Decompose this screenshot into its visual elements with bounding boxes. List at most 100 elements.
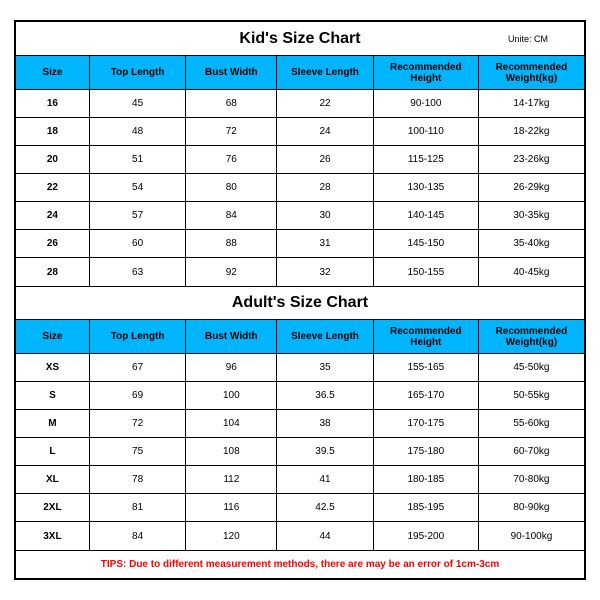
tips-row: TIPS: Due to different measurement metho… (16, 550, 584, 578)
table-cell: 39.5 (277, 438, 374, 465)
table-cell: 41 (277, 466, 374, 493)
table-row: 20517626115-12523-26kg (16, 146, 584, 174)
col-bust-width: Bust Width (186, 56, 277, 89)
table-cell: 120 (186, 522, 277, 550)
table-cell: 100 (186, 382, 277, 409)
table-cell: 140-145 (374, 202, 479, 229)
table-cell: 90-100kg (479, 522, 584, 550)
table-cell: 30-35kg (479, 202, 584, 229)
unit-label: Unite: CM (508, 34, 548, 44)
table-cell: 40-45kg (479, 258, 584, 286)
table-cell: L (16, 438, 90, 465)
table-row: 28639232150-15540-45kg (16, 258, 584, 286)
table-row: 24578430140-14530-35kg (16, 202, 584, 230)
table-cell: 22 (277, 90, 374, 117)
table-row: S6910036.5165-17050-55kg (16, 382, 584, 410)
table-cell: 35 (277, 354, 374, 381)
table-cell: 55-60kg (479, 410, 584, 437)
col-size: Size (16, 56, 90, 89)
table-row: L7510839.5175-18060-70kg (16, 438, 584, 466)
col-rec-height: Recommended Height (374, 320, 479, 353)
table-cell: 60-70kg (479, 438, 584, 465)
table-cell: 70-80kg (479, 466, 584, 493)
table-cell: 24 (277, 118, 374, 145)
table-cell: 115-125 (374, 146, 479, 173)
table-cell: 60 (90, 230, 187, 257)
table-cell: 165-170 (374, 382, 479, 409)
table-cell: 100-110 (374, 118, 479, 145)
table-cell: 16 (16, 90, 90, 117)
kids-title: Kid's Size Chart (16, 30, 584, 48)
table-cell: 32 (277, 258, 374, 286)
col-bust-width: Bust Width (186, 320, 277, 353)
table-cell: 72 (186, 118, 277, 145)
table-row: 1645682290-10014-17kg (16, 90, 584, 118)
table-cell: 18-22kg (479, 118, 584, 145)
tips-text: TIPS: Due to different measurement metho… (101, 559, 499, 570)
table-cell: 18 (16, 118, 90, 145)
table-cell: 155-165 (374, 354, 479, 381)
table-cell: 75 (90, 438, 187, 465)
table-cell: 84 (90, 522, 187, 550)
table-cell: 195-200 (374, 522, 479, 550)
adults-header-row: Size Top Length Bust Width Sleeve Length… (16, 320, 584, 354)
table-cell: 68 (186, 90, 277, 117)
col-sleeve-length: Sleeve Length (277, 56, 374, 89)
table-cell: 22 (16, 174, 90, 201)
table-cell: 150-155 (374, 258, 479, 286)
table-cell: 57 (90, 202, 187, 229)
table-cell: 130-135 (374, 174, 479, 201)
col-top-length: Top Length (90, 320, 187, 353)
table-cell: 96 (186, 354, 277, 381)
table-cell: XS (16, 354, 90, 381)
table-row: M7210438170-17555-60kg (16, 410, 584, 438)
kids-body: 1645682290-10014-17kg18487224100-11018-2… (16, 90, 584, 286)
table-cell: 81 (90, 494, 187, 521)
table-cell: 54 (90, 174, 187, 201)
col-top-length: Top Length (90, 56, 187, 89)
table-cell: 45-50kg (479, 354, 584, 381)
table-cell: 104 (186, 410, 277, 437)
table-row: 3XL8412044195-20090-100kg (16, 522, 584, 550)
table-cell: 92 (186, 258, 277, 286)
table-cell: 38 (277, 410, 374, 437)
table-cell: S (16, 382, 90, 409)
col-rec-weight: Recommended Weight(kg) (479, 320, 584, 353)
table-cell: 44 (277, 522, 374, 550)
col-rec-height: Recommended Height (374, 56, 479, 89)
table-row: 22548028130-13526-29kg (16, 174, 584, 202)
table-cell: 69 (90, 382, 187, 409)
table-cell: 14-17kg (479, 90, 584, 117)
table-cell: 84 (186, 202, 277, 229)
table-cell: 51 (90, 146, 187, 173)
kids-title-row: Kid's Size Chart Unite: CM (16, 22, 584, 56)
table-cell: 48 (90, 118, 187, 145)
table-cell: 2XL (16, 494, 90, 521)
table-cell: 20 (16, 146, 90, 173)
table-row: 26608831145-15035-40kg (16, 230, 584, 258)
table-cell: 28 (16, 258, 90, 286)
adults-title: Adult's Size Chart (16, 294, 584, 312)
table-cell: 112 (186, 466, 277, 493)
table-cell: 28 (277, 174, 374, 201)
table-cell: 88 (186, 230, 277, 257)
kids-header-row: Size Top Length Bust Width Sleeve Length… (16, 56, 584, 90)
adults-title-row: Adult's Size Chart (16, 286, 584, 320)
table-cell: XL (16, 466, 90, 493)
table-cell: 80-90kg (479, 494, 584, 521)
table-row: XS679635155-16545-50kg (16, 354, 584, 382)
table-cell: 72 (90, 410, 187, 437)
size-chart: Kid's Size Chart Unite: CM Size Top Leng… (14, 20, 586, 580)
table-cell: 63 (90, 258, 187, 286)
table-row: 2XL8111642.5185-19580-90kg (16, 494, 584, 522)
table-cell: 45 (90, 90, 187, 117)
table-cell: 170-175 (374, 410, 479, 437)
table-cell: 35-40kg (479, 230, 584, 257)
adults-body: XS679635155-16545-50kgS6910036.5165-1705… (16, 354, 584, 550)
table-cell: 50-55kg (479, 382, 584, 409)
table-cell: 36.5 (277, 382, 374, 409)
table-cell: 23-26kg (479, 146, 584, 173)
table-cell: 30 (277, 202, 374, 229)
table-cell: 76 (186, 146, 277, 173)
table-cell: 26 (16, 230, 90, 257)
